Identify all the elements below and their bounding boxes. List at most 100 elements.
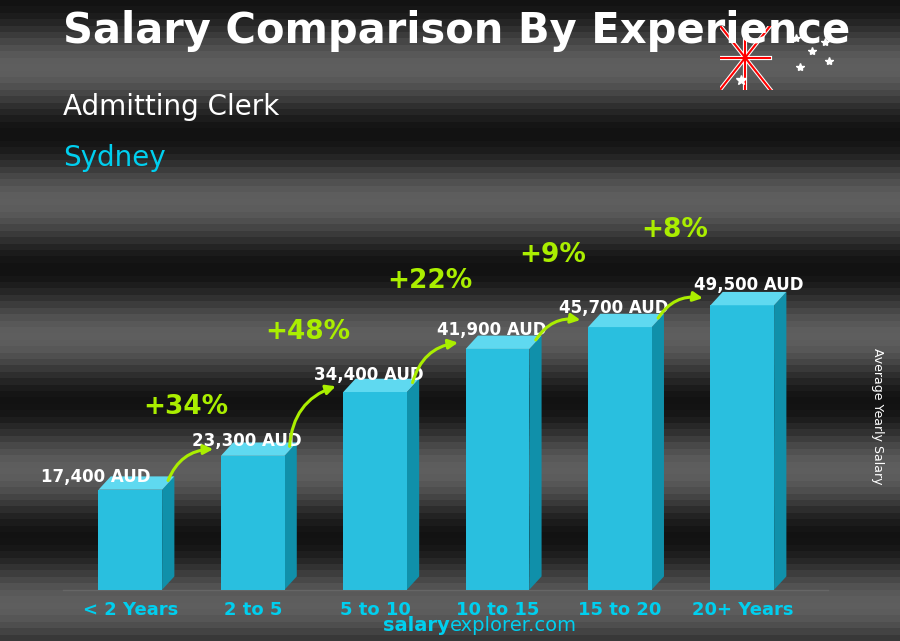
Bar [0,590,900,596]
Polygon shape [465,336,542,349]
Bar [710,305,774,590]
Text: 34,400 AUD: 34,400 AUD [314,366,424,384]
Bar [0,147,900,154]
Bar [0,77,900,83]
Bar [0,404,900,410]
Bar [0,192,900,199]
Text: Salary Comparison By Experience: Salary Comparison By Experience [63,10,850,52]
Bar [0,545,900,551]
Bar [0,481,900,487]
Bar [0,32,900,38]
Text: 45,700 AUD: 45,700 AUD [559,299,669,317]
Bar [0,154,900,160]
Bar [0,615,900,622]
Bar [0,340,900,346]
Bar [0,609,900,615]
Bar [0,19,900,26]
Polygon shape [529,336,542,590]
Bar [0,513,900,519]
Bar [0,115,900,122]
Bar [0,397,900,404]
Bar [0,308,900,314]
Bar [0,0,900,6]
Bar [0,90,900,96]
Text: Admitting Clerk: Admitting Clerk [63,93,279,121]
Text: 17,400 AUD: 17,400 AUD [41,468,151,486]
Bar [0,577,900,583]
Bar [0,494,900,500]
Bar [0,244,900,250]
Polygon shape [588,313,664,327]
Bar [0,320,900,327]
Bar [0,506,900,513]
Bar [0,378,900,385]
Bar [0,224,900,231]
Bar [0,256,900,263]
Bar [588,327,652,590]
Bar [0,449,900,455]
Bar [0,45,900,51]
Bar [0,179,900,186]
Bar [0,455,900,462]
Bar [0,38,900,45]
Bar [0,231,900,237]
Text: 23,300 AUD: 23,300 AUD [192,433,302,451]
Polygon shape [220,442,297,456]
Bar [0,635,900,641]
Bar [0,442,900,449]
Bar [0,51,900,58]
Bar [0,353,900,359]
Bar [0,500,900,506]
Bar [0,314,900,320]
Polygon shape [652,313,664,590]
Polygon shape [98,476,175,490]
Text: 41,900 AUD: 41,900 AUD [436,321,546,339]
Bar [0,26,900,32]
Bar [0,596,900,603]
Bar [0,58,900,64]
Bar [0,570,900,577]
Bar [0,141,900,147]
Bar [0,199,900,205]
Bar [0,551,900,558]
Bar [0,109,900,115]
Bar [0,487,900,494]
Bar [0,135,900,141]
Polygon shape [284,442,297,590]
Bar [0,83,900,90]
Polygon shape [710,292,787,305]
Bar [0,96,900,103]
Bar [0,64,900,71]
Bar [0,538,900,545]
Bar [0,558,900,564]
Bar [0,532,900,538]
Bar [0,167,900,173]
Text: +9%: +9% [519,242,586,269]
Bar [0,359,900,365]
Polygon shape [407,379,419,590]
Bar [0,622,900,628]
Text: +22%: +22% [388,268,472,294]
Bar [0,429,900,436]
Bar [343,392,407,590]
Text: +8%: +8% [642,217,708,242]
Bar [0,237,900,244]
Polygon shape [162,476,175,590]
Bar [0,128,900,135]
Text: explorer.com: explorer.com [450,615,577,635]
Bar [0,301,900,308]
Bar [0,13,900,19]
Bar [0,295,900,301]
Bar [0,372,900,378]
Bar [0,122,900,128]
Text: Sydney: Sydney [63,144,166,172]
Bar [0,186,900,192]
Text: +48%: +48% [266,319,350,345]
Bar [0,6,900,13]
Text: +34%: +34% [143,394,228,420]
Bar [0,173,900,179]
Polygon shape [343,379,419,392]
Bar [0,423,900,429]
Bar [0,205,900,212]
Bar [0,327,900,333]
